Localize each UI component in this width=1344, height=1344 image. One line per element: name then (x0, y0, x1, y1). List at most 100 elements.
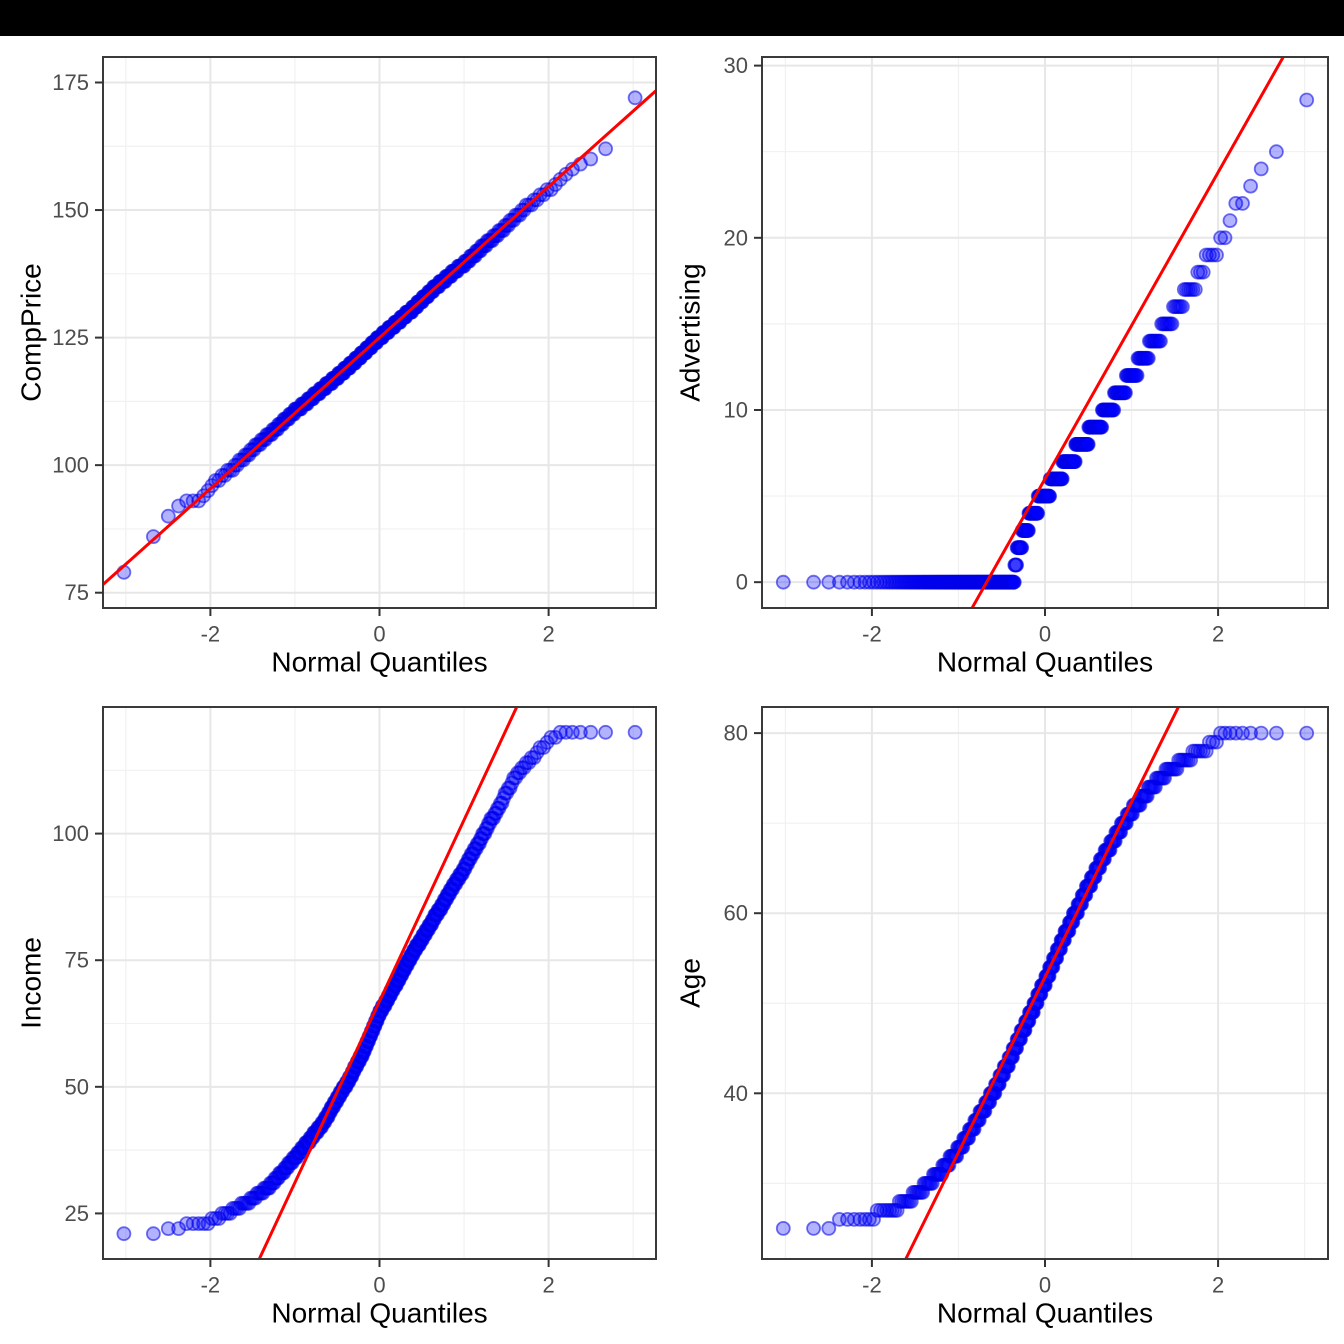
x-axis: -2 0 2 Normal Quantiles (201, 608, 555, 678)
data-point (171, 1221, 187, 1236)
top-bar (0, 0, 1344, 36)
y-tick-label: 100 (52, 453, 89, 478)
data-point (821, 1221, 837, 1236)
x-tick-label: 0 (1039, 1273, 1051, 1298)
data-point (1021, 523, 1036, 538)
data-point (1080, 436, 1096, 452)
x-tick-label: 0 (373, 1273, 385, 1298)
x-axis-title: Normal Quantiles (937, 647, 1153, 678)
data-point (1118, 385, 1133, 401)
x-tick-label: 2 (1212, 1273, 1224, 1298)
y-axis: 25 50 75 100 Income (16, 821, 103, 1226)
data-point (1054, 471, 1070, 487)
qq-line-layer (257, 707, 519, 1259)
data-point (1213, 230, 1228, 246)
qq-reference-line (904, 707, 1181, 1259)
y-tick-label: 150 (52, 198, 89, 223)
x-tick-label: 2 (1212, 622, 1224, 647)
data-point (1299, 725, 1315, 741)
x-tick-label: -2 (862, 1273, 882, 1298)
data-point (1067, 454, 1083, 470)
data-point (1164, 316, 1180, 332)
data-point (1042, 488, 1057, 504)
data-point (583, 724, 599, 740)
y-tick-label: 125 (52, 325, 89, 350)
data-point (1222, 213, 1238, 229)
grid-major (103, 707, 656, 1259)
data-point (145, 529, 161, 544)
data-point (1205, 247, 1221, 263)
y-axis-title: Age (675, 958, 706, 1008)
data-point (598, 141, 613, 157)
data-point (1030, 505, 1046, 521)
data-point (573, 724, 588, 740)
y-tick-label: 60 (724, 901, 748, 926)
x-tick-label: -2 (201, 622, 221, 647)
data-point (862, 574, 877, 590)
y-axis: 75 100 125 150 175 CompPrice (16, 70, 103, 605)
y-tick-label: 75 (65, 580, 89, 605)
data-point (160, 1221, 176, 1236)
x-axis-title: Normal Quantiles (271, 1298, 487, 1329)
x-tick-label: 0 (373, 622, 385, 647)
qq-panel-compprice: -2 0 2 Normal Quantiles 75 100 125 150 175 CompPr… (16, 56, 657, 678)
data-point (196, 1216, 212, 1231)
data-point (1269, 144, 1284, 160)
data-point (1269, 725, 1284, 741)
qq-line-layer (970, 57, 1285, 608)
grid-major (762, 57, 1328, 608)
grid-major (103, 57, 656, 608)
data-point (1140, 350, 1156, 366)
data-point (1175, 299, 1190, 315)
x-axis-title: Normal Quantiles (937, 1298, 1153, 1329)
data-point (1217, 725, 1233, 741)
y-tick-label: 80 (724, 721, 748, 746)
y-tick-label: 40 (724, 1081, 748, 1106)
y-tick-label: 20 (724, 225, 748, 250)
x-tick-label: -2 (862, 622, 882, 647)
data-point (145, 1226, 161, 1242)
x-axis-title: Normal Quantiles (271, 647, 487, 678)
x-tick-label: 2 (542, 1273, 554, 1298)
data-point (821, 574, 837, 590)
x-axis: -2 0 2 Normal Quantiles (201, 1259, 555, 1329)
data-point (171, 498, 187, 514)
y-axis-title: Income (16, 937, 47, 1029)
data-point (1253, 161, 1269, 177)
y-tick-label: 30 (724, 53, 748, 78)
y-tick-label: 100 (52, 821, 89, 846)
x-axis: -2 0 2 Normal Quantiles (862, 1259, 1224, 1329)
data-point (775, 1221, 791, 1236)
data-point (1253, 725, 1269, 741)
y-axis-title: Advertising (675, 263, 706, 402)
data-point (1106, 402, 1122, 418)
data-point (160, 508, 176, 524)
y-tick-label: 0 (736, 570, 748, 595)
y-axis: 40 60 80 Age (675, 721, 762, 1106)
data-point (1187, 282, 1203, 297)
y-tick-label: 175 (52, 70, 89, 95)
x-tick-label: -2 (201, 1273, 221, 1298)
qq-line-layer (103, 88, 656, 587)
grid-major (762, 707, 1328, 1259)
data-point (1129, 368, 1145, 383)
qq-line-layer (904, 707, 1181, 1259)
y-axis-title: CompPrice (16, 263, 47, 401)
grid-minor (762, 57, 1328, 608)
data-point (1195, 264, 1211, 280)
qq-reference-line (103, 88, 656, 587)
points-layer (775, 92, 1315, 590)
data-point (775, 574, 791, 590)
data-point (598, 724, 613, 740)
data-point (1006, 574, 1022, 590)
data-point (806, 574, 821, 590)
y-tick-label: 50 (65, 1074, 89, 1099)
data-point (627, 724, 643, 740)
x-tick-label: 2 (542, 622, 554, 647)
data-point (1217, 230, 1233, 246)
data-point (1153, 333, 1168, 349)
data-point (1094, 419, 1110, 435)
